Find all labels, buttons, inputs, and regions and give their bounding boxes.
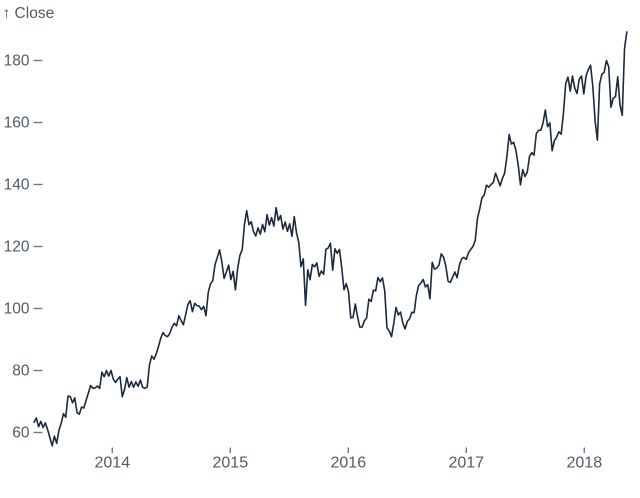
x-tick-label: 2014 [95,455,131,472]
y-axis: 60 80 100 120 140 160 180 [4,53,43,442]
y-tick-label: 120 [4,239,30,256]
x-tick-label: 2018 [567,455,603,472]
x-tick-label: 2017 [449,455,485,472]
x-tick-label: 2015 [213,455,249,472]
y-tick-label: 100 [4,301,30,318]
y-axis-label: ↑ Close [3,5,55,22]
y-tick-label: 160 [4,115,30,132]
x-axis: 2014 2015 2016 2017 2018 [95,447,603,472]
y-tick-label: 180 [4,53,30,70]
y-tick-label: 60 [12,425,30,442]
x-tick-label: 2016 [331,455,367,472]
y-tick-label: 140 [4,177,30,194]
y-tick-label: 80 [12,363,30,380]
price-line [33,31,628,447]
